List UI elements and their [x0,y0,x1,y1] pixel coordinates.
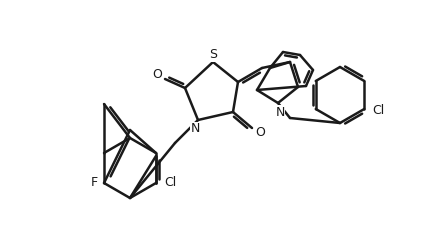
Text: Cl: Cl [372,104,384,117]
Text: O: O [152,68,162,81]
Text: O: O [255,126,265,140]
Text: S: S [209,49,217,61]
Text: N: N [275,106,285,119]
Text: F: F [90,176,98,189]
Text: Cl: Cl [164,176,176,189]
Text: N: N [190,122,200,135]
